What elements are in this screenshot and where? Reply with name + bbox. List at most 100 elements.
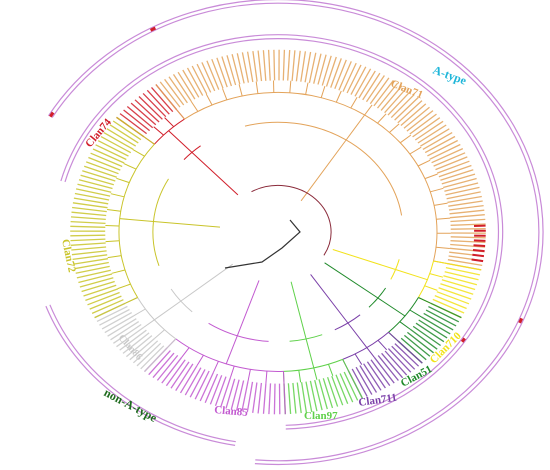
leaf-tip-clan74	[151, 86, 174, 113]
highlight-tip	[473, 239, 486, 242]
leaf-tip-clan85	[230, 379, 240, 410]
leaf-tip-clan97	[343, 371, 359, 401]
leaf-tip-clan86	[119, 329, 147, 351]
clan-label-clan71: Clan71	[389, 78, 425, 102]
leaf-tip-clan71	[433, 152, 466, 167]
leaf-tip-clan97	[326, 376, 339, 407]
leaf-tip-clan71	[291, 50, 296, 81]
leaf-tip-clan71	[346, 64, 362, 94]
leaf-tip-clan71	[164, 78, 185, 106]
leaf-tip-clan86	[144, 347, 168, 373]
branch-stem-clan71	[176, 109, 185, 120]
clan-label-clan97: Clan97	[304, 410, 338, 422]
leaf-tip-clan71	[201, 62, 216, 92]
branch-root-clan85	[236, 280, 260, 336]
leaf-tip-clan71	[406, 110, 434, 132]
leaf-tip-clan97	[347, 370, 364, 399]
leaf-tip-clan86	[132, 340, 159, 364]
branch-stem-clan72	[116, 177, 130, 184]
leaf-tip-clan85	[184, 367, 202, 396]
branch-stem-clan71	[222, 88, 228, 101]
branch-stem-clan71	[190, 100, 199, 112]
highlight-tip	[471, 258, 484, 263]
leaf-tip-clan72	[85, 288, 119, 302]
leaf-tip-clan71	[191, 65, 208, 95]
leaf-tip-clan71	[325, 56, 337, 87]
leaf-tip-clan72	[103, 132, 134, 150]
leaf-tip-clan71	[246, 51, 254, 83]
ring-non-a-type-arc-inner	[49, 304, 236, 443]
leaf-tip-clan710	[432, 298, 465, 314]
branch-mid-clan711	[347, 322, 368, 349]
ring-marker-0	[49, 111, 55, 118]
leaf-tip-clan71	[384, 88, 407, 114]
leaf-tip-clan71	[414, 120, 444, 141]
leaf-tip-clan51	[407, 331, 434, 354]
leaf-tip-clan85	[170, 361, 190, 389]
leaf-tip-clan72	[81, 280, 115, 293]
leaf-tip-clan71	[403, 106, 430, 129]
leaf-tip-clan51	[423, 312, 454, 331]
leaf-tip-clan72	[116, 116, 145, 138]
leaf-tip-clan71	[450, 236, 486, 239]
leaf-tip-clan72	[72, 206, 107, 213]
branch-stem-clan710	[424, 285, 438, 291]
leaf-tip-clan71	[342, 62, 357, 92]
leaf-tip-clan85	[161, 357, 182, 384]
branch-stem-clan71	[305, 82, 309, 95]
leaf-tip-clan71	[450, 240, 486, 244]
leaf-tip-clan71	[317, 54, 327, 85]
branch-stem-clan97	[342, 359, 349, 371]
branch-mid-clan74	[168, 130, 193, 153]
leaf-tip-clan71	[422, 132, 453, 150]
leaf-tip-clan71	[252, 51, 258, 82]
leaf-tip-clan72	[72, 202, 108, 209]
leaf-tip-clan72	[73, 258, 109, 265]
leaf-tip-clan711	[370, 359, 391, 386]
leaf-tip-clan85	[257, 382, 263, 414]
branch-mid-clan72	[119, 218, 154, 222]
leaf-tip-clan71	[300, 51, 307, 82]
leaf-tip-clan71	[168, 76, 188, 104]
leaf-tip-clan71	[313, 53, 322, 84]
leaf-tip-clan97	[335, 374, 349, 404]
leaf-tip-clan85	[246, 381, 254, 413]
leaf-tip-clan72	[75, 188, 111, 197]
branch-stem-clan85	[229, 365, 235, 378]
leaf-tip-clan74	[146, 89, 170, 115]
label-non-a-type: non-A-type	[102, 385, 160, 425]
leaf-tip-clan711	[355, 366, 373, 395]
leaf-tip-clan71	[221, 56, 233, 87]
highlight-tip	[473, 244, 486, 247]
leaf-tip-clan72	[87, 291, 120, 306]
leaf-tip-clan72	[91, 299, 124, 314]
leaf-tip-clan71	[417, 124, 447, 144]
leaf-tip-clan85	[220, 377, 232, 408]
branch-stem-clan71	[436, 246, 450, 249]
leaf-tip-clan72	[74, 192, 110, 201]
branch-root-clan711	[310, 274, 349, 324]
leaf-tip-clan86	[107, 318, 137, 337]
leaf-tip-clan85	[268, 383, 272, 415]
leaf-tip-clan97	[331, 375, 344, 406]
leaf-tip-clan71	[354, 68, 372, 97]
branch-stem-clan86	[154, 329, 165, 339]
branch-stem-clan71	[399, 134, 412, 144]
branch-stem-clan51	[418, 297, 431, 304]
branch-stem-clan710	[429, 273, 444, 278]
leaf-tip-clan85	[241, 381, 249, 412]
leaf-tip-clan71	[450, 243, 486, 248]
branch-stem-clan72	[117, 283, 131, 290]
leaf-tip-clan72	[71, 246, 107, 251]
branch-mid-clan86	[154, 300, 182, 321]
leaf-tip-clan711	[397, 340, 423, 364]
leaf-tips	[70, 49, 486, 415]
leaf-tip-clan97	[339, 373, 354, 403]
leaf-tip-clan85	[262, 383, 267, 414]
leaf-tip-clan71	[172, 74, 192, 102]
branch-root-clan710	[332, 249, 396, 270]
branch-stem-clan97	[298, 370, 302, 383]
leaf-tip-clan71	[431, 148, 464, 164]
clan-label-clan85: Clan85	[214, 404, 249, 419]
